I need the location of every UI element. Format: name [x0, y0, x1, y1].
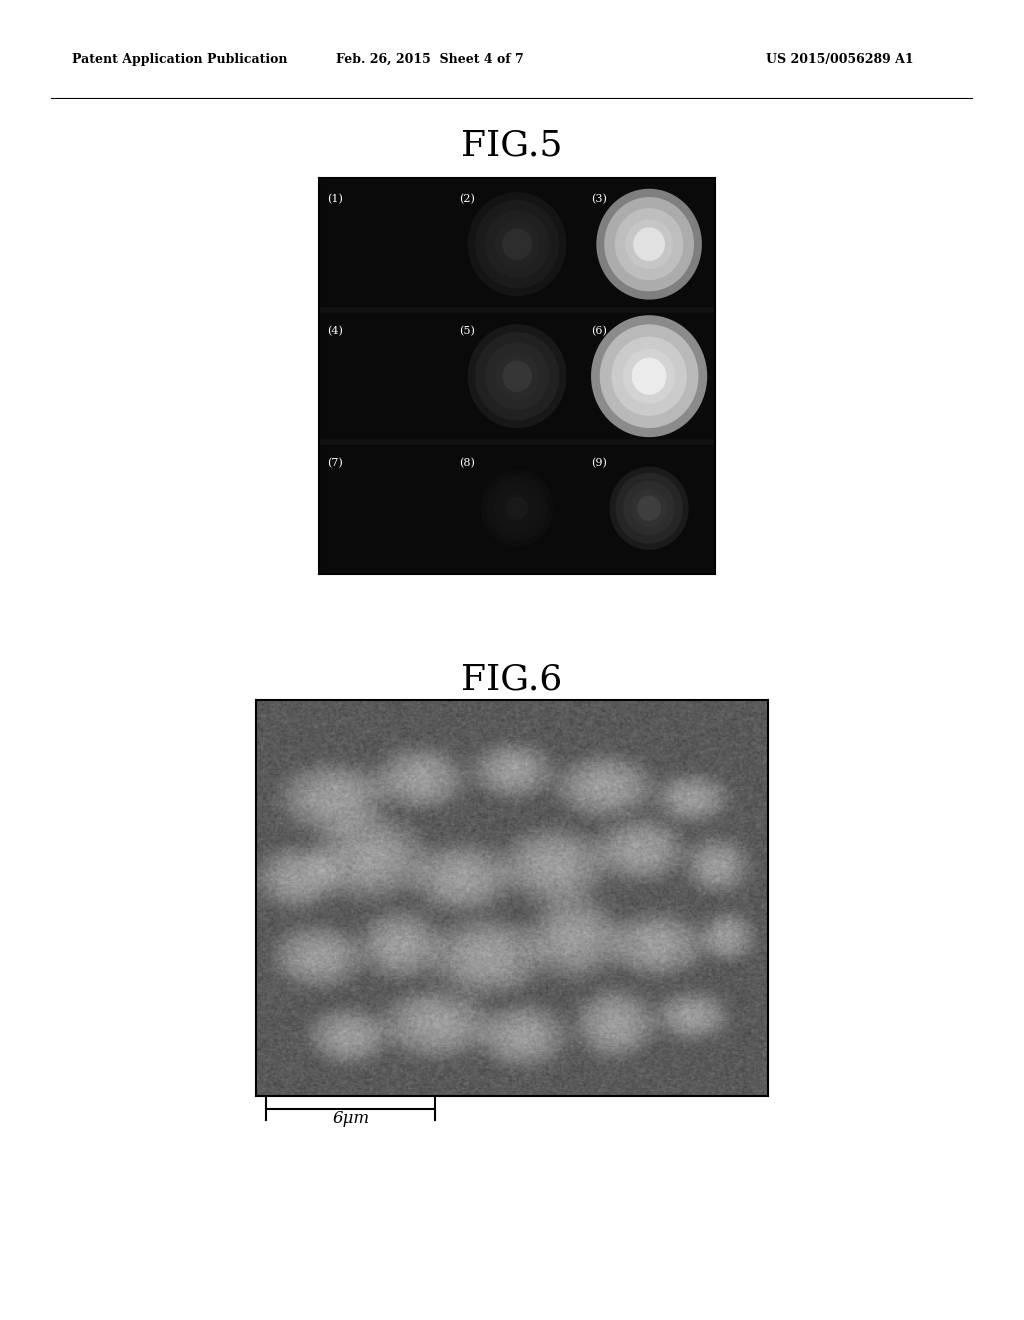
Ellipse shape — [591, 315, 708, 437]
Ellipse shape — [632, 358, 667, 395]
Text: Patent Application Publication: Patent Application Publication — [72, 53, 287, 66]
Ellipse shape — [485, 210, 549, 279]
Ellipse shape — [609, 467, 689, 550]
Ellipse shape — [624, 482, 675, 535]
Text: (3): (3) — [591, 194, 607, 205]
Text: (1): (1) — [327, 194, 343, 205]
Ellipse shape — [502, 360, 532, 392]
Text: 6μm: 6μm — [332, 1110, 370, 1127]
Text: (2): (2) — [459, 194, 475, 205]
Ellipse shape — [637, 495, 662, 521]
Ellipse shape — [494, 483, 541, 533]
Ellipse shape — [349, 338, 422, 414]
Ellipse shape — [506, 496, 528, 520]
Ellipse shape — [623, 348, 675, 404]
Text: (9): (9) — [591, 458, 607, 469]
Text: FIG.5: FIG.5 — [461, 128, 563, 162]
Ellipse shape — [502, 228, 532, 260]
Ellipse shape — [596, 189, 701, 300]
Ellipse shape — [486, 475, 548, 541]
Text: (5): (5) — [459, 326, 475, 337]
Ellipse shape — [501, 491, 534, 525]
Ellipse shape — [600, 325, 698, 428]
Text: US 2015/0056289 A1: US 2015/0056289 A1 — [766, 53, 913, 66]
Text: (8): (8) — [459, 458, 475, 469]
Text: FIG.6: FIG.6 — [462, 663, 562, 697]
Ellipse shape — [615, 473, 683, 544]
Ellipse shape — [468, 193, 566, 296]
Ellipse shape — [475, 201, 559, 288]
Ellipse shape — [611, 337, 687, 416]
Text: Feb. 26, 2015  Sheet 4 of 7: Feb. 26, 2015 Sheet 4 of 7 — [336, 53, 524, 66]
Ellipse shape — [626, 219, 673, 269]
Text: (7): (7) — [327, 458, 343, 469]
Text: (6): (6) — [591, 326, 607, 337]
Ellipse shape — [495, 352, 540, 400]
Ellipse shape — [632, 490, 667, 527]
Ellipse shape — [481, 470, 553, 546]
Ellipse shape — [495, 220, 540, 268]
Text: (4): (4) — [327, 326, 343, 337]
Ellipse shape — [604, 197, 694, 292]
Ellipse shape — [468, 325, 566, 428]
Ellipse shape — [475, 333, 559, 420]
Ellipse shape — [485, 342, 549, 411]
Ellipse shape — [633, 227, 665, 261]
Ellipse shape — [614, 209, 683, 280]
